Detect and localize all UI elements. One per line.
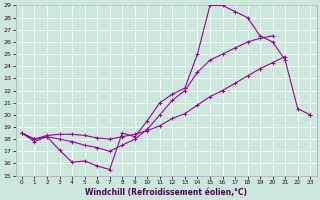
X-axis label: Windchill (Refroidissement éolien,°C): Windchill (Refroidissement éolien,°C): [85, 188, 247, 197]
